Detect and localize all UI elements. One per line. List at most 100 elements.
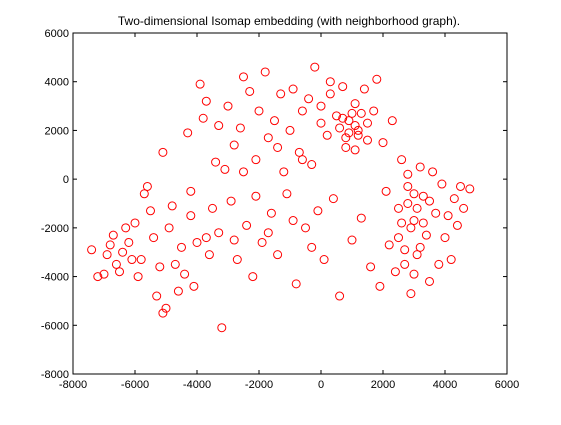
- y-tick-label: 4000: [45, 77, 69, 89]
- data-point: [189, 281, 199, 291]
- data-point: [276, 89, 286, 99]
- data-point: [406, 223, 416, 233]
- data-point: [446, 255, 456, 265]
- data-point: [409, 216, 419, 226]
- data-point: [409, 189, 419, 199]
- data-point: [180, 269, 190, 279]
- data-point: [440, 233, 450, 243]
- data-point: [155, 262, 165, 272]
- data-point: [273, 250, 283, 260]
- data-point: [347, 235, 357, 245]
- data-point: [415, 242, 425, 252]
- data-point: [390, 267, 400, 277]
- data-point: [412, 203, 422, 213]
- data-point: [198, 113, 208, 123]
- data-point: [192, 237, 202, 247]
- data-point: [195, 79, 205, 89]
- data-point: [167, 201, 177, 211]
- data-point: [87, 245, 97, 255]
- data-point: [397, 155, 407, 165]
- data-point: [356, 213, 366, 223]
- data-point: [266, 208, 276, 218]
- data-point: [353, 125, 363, 135]
- data-point: [403, 199, 413, 208]
- data-point: [270, 116, 279, 126]
- data-point: [201, 96, 211, 106]
- data-point: [328, 194, 338, 204]
- data-point: [359, 84, 369, 94]
- data-point: [456, 181, 465, 191]
- data-point: [344, 116, 354, 126]
- data-point: [133, 272, 143, 282]
- data-point: [400, 245, 410, 255]
- data-point: [229, 235, 239, 245]
- data-point: [235, 123, 245, 133]
- data-point: [211, 157, 221, 167]
- data-point: [437, 179, 447, 189]
- x-tick-label: 6000: [495, 379, 519, 391]
- data-point: [124, 237, 134, 247]
- y-tick-label: 2000: [45, 125, 69, 137]
- data-point: [146, 206, 155, 216]
- data-point: [118, 247, 128, 257]
- data-point: [350, 99, 360, 109]
- data-point: [406, 289, 416, 299]
- data-point: [316, 101, 326, 111]
- data-point: [301, 223, 310, 233]
- data-point: [425, 276, 434, 286]
- data-point: [403, 181, 413, 191]
- data-point: [186, 211, 196, 221]
- data-point: [394, 203, 403, 213]
- data-point: [434, 259, 444, 269]
- data-point: [452, 220, 462, 230]
- data-point: [139, 189, 149, 199]
- data-point: [273, 142, 283, 152]
- data-point: [297, 155, 307, 165]
- data-point: [257, 237, 267, 247]
- data-point: [291, 279, 301, 289]
- data-point: [387, 116, 397, 126]
- data-point: [325, 89, 335, 99]
- data-point: [173, 286, 183, 296]
- data-point: [449, 194, 459, 204]
- data-point: [186, 186, 196, 196]
- x-tick-label: 2000: [371, 379, 395, 391]
- x-tick-label: -6000: [121, 379, 149, 391]
- data-point: [201, 233, 211, 243]
- data-point: [217, 323, 227, 333]
- data-point: [307, 242, 317, 252]
- data-point: [263, 228, 273, 238]
- data-point: [384, 240, 394, 250]
- data-point: [105, 240, 115, 250]
- data-point: [111, 259, 121, 269]
- data-point: [226, 196, 236, 206]
- data-point: [121, 223, 131, 233]
- data-point: [130, 218, 140, 228]
- data-point: [164, 223, 174, 233]
- data-point: [214, 228, 224, 238]
- data-point: [341, 142, 351, 152]
- data-point: [319, 255, 329, 265]
- y-tick-label: -2000: [41, 223, 69, 235]
- data-point: [356, 108, 366, 118]
- data-point: [149, 233, 159, 243]
- data-point: [350, 145, 360, 155]
- data-point: [338, 82, 348, 92]
- data-point: [158, 308, 168, 318]
- data-points: [87, 62, 475, 333]
- data-point: [332, 111, 341, 121]
- data-point: [229, 140, 239, 150]
- data-point: [412, 250, 422, 260]
- data-point: [99, 269, 109, 279]
- data-point: [400, 259, 410, 269]
- data-point: [248, 272, 258, 282]
- data-point: [459, 203, 469, 213]
- data-point: [288, 216, 298, 226]
- data-point: [403, 169, 413, 179]
- plot-area-frame: [72, 32, 508, 375]
- data-point: [363, 118, 372, 128]
- data-point: [285, 125, 295, 135]
- data-point: [254, 106, 264, 116]
